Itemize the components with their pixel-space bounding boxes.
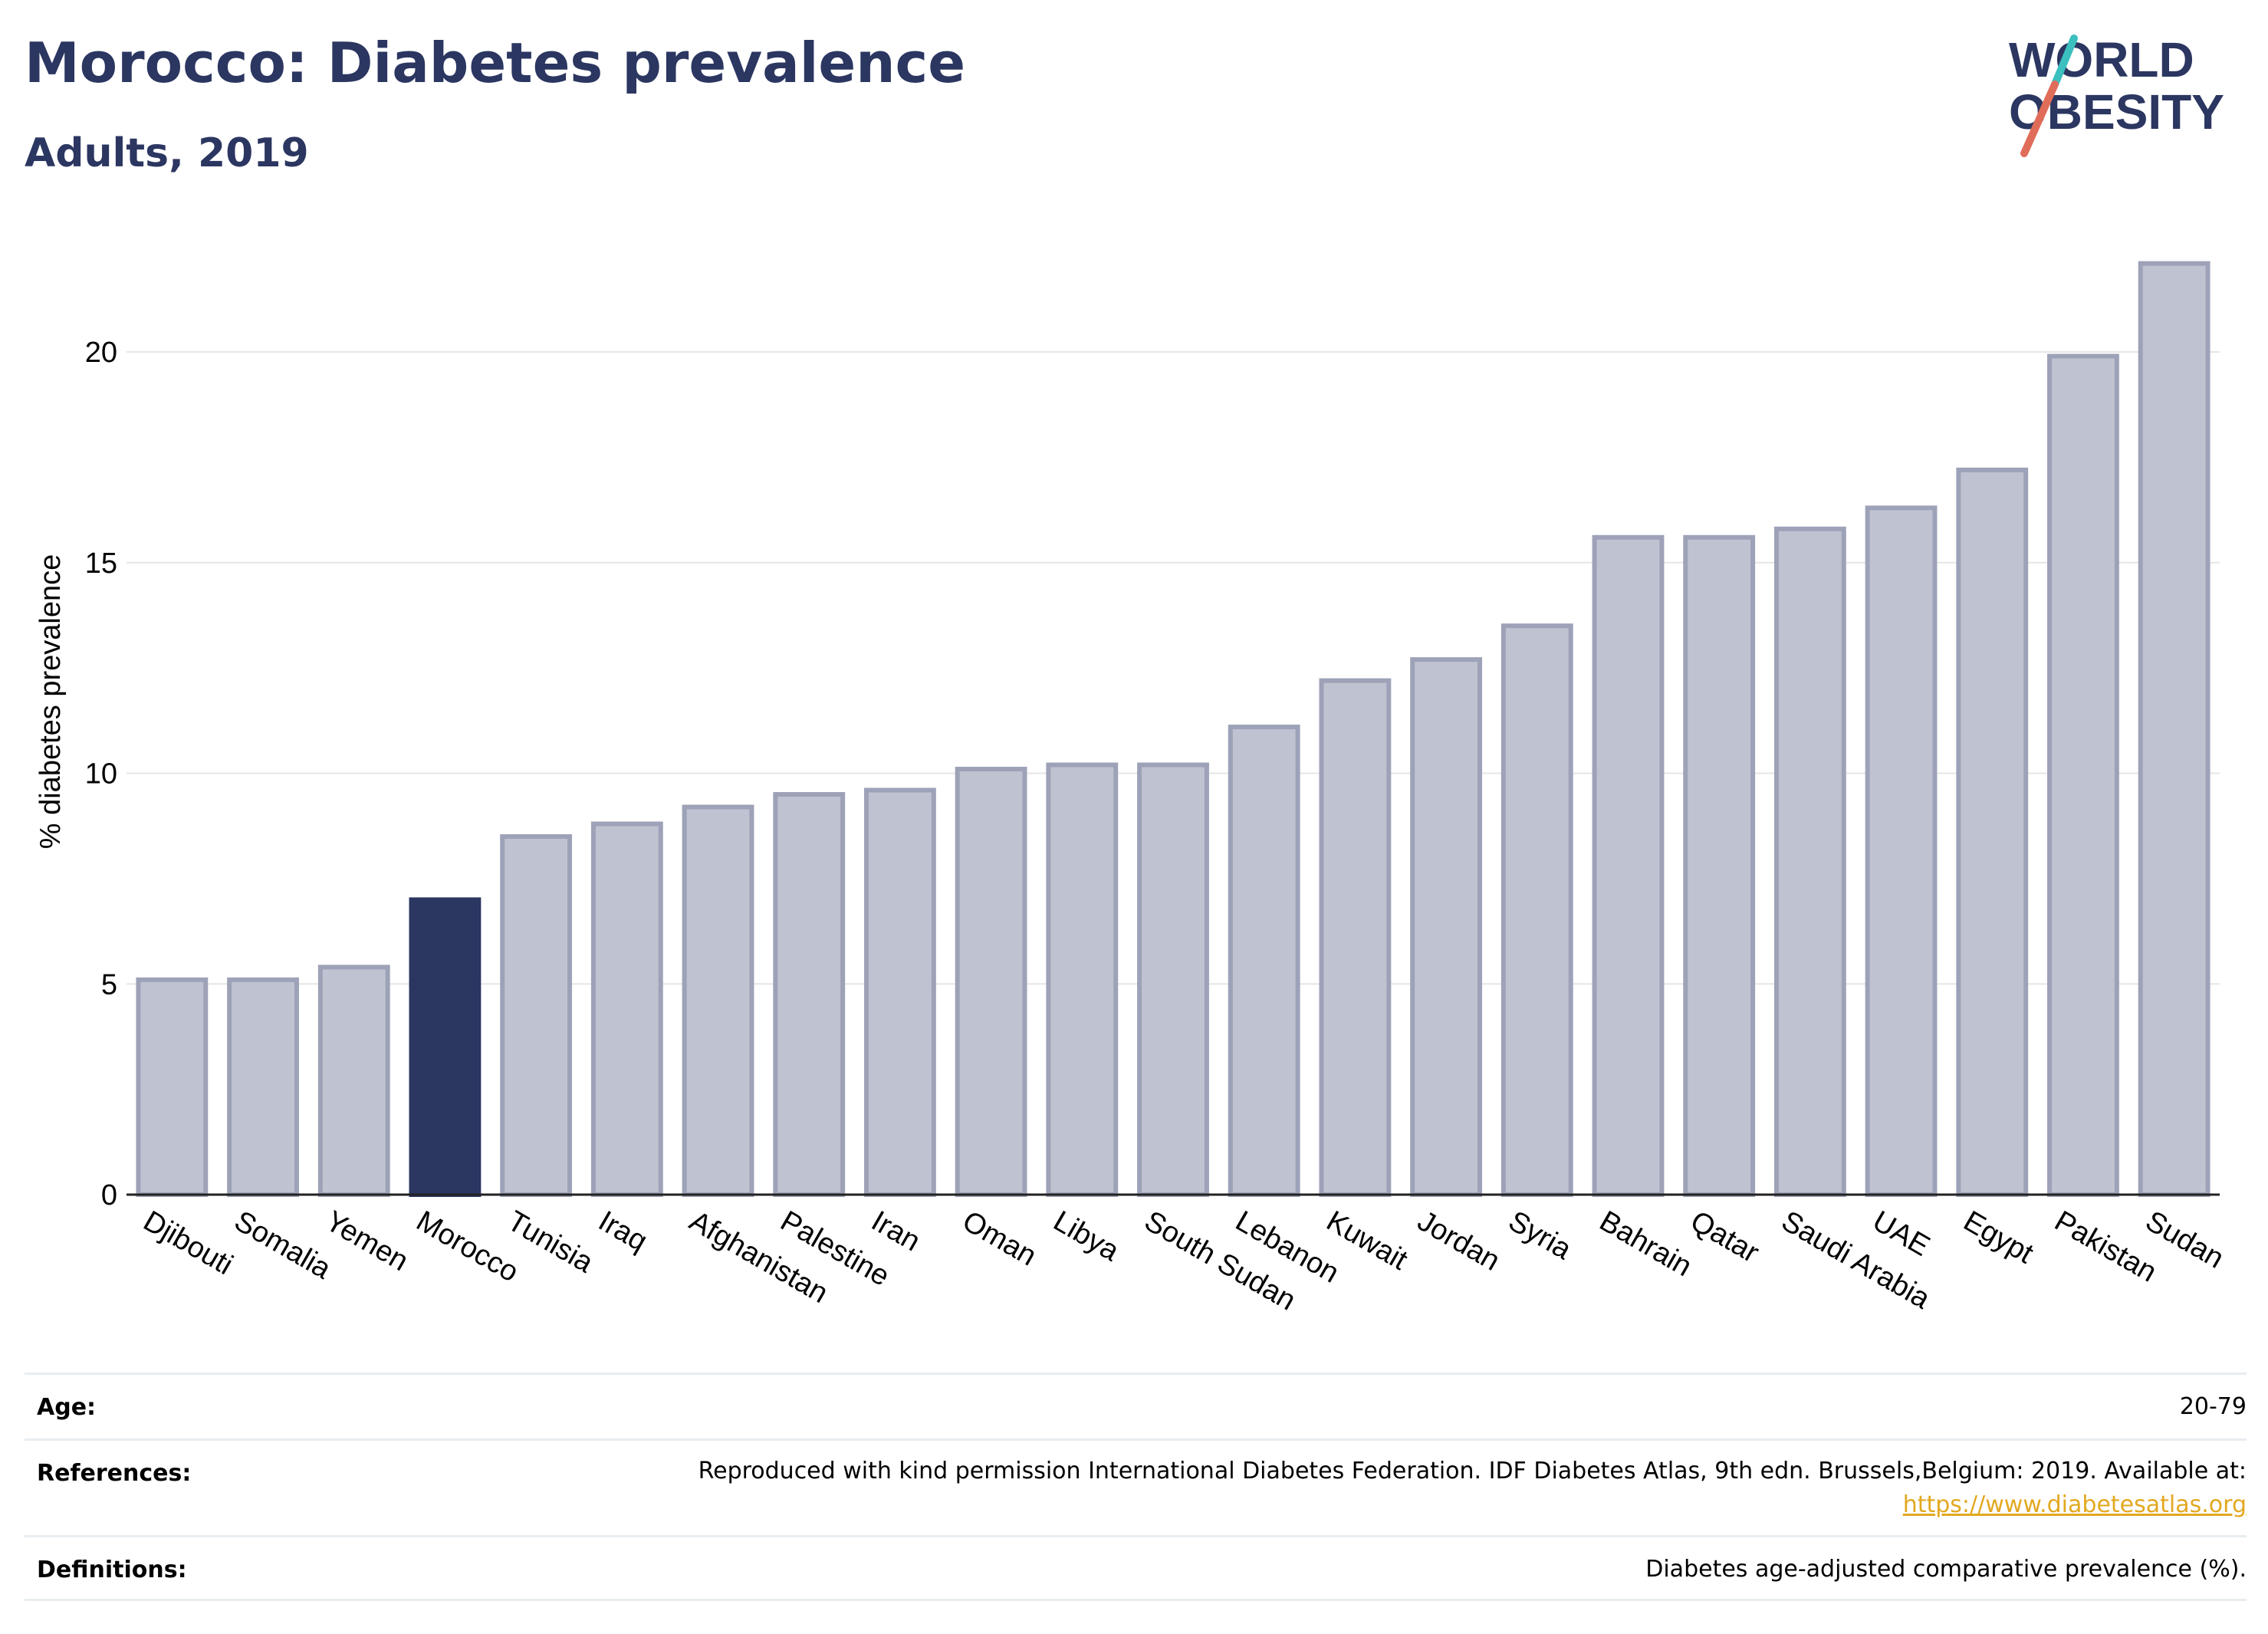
bar-tunisia xyxy=(500,833,573,1198)
logo-slash-red xyxy=(2020,81,2059,157)
bar-egypt xyxy=(1956,467,2029,1197)
x-tick-label: Bahrain xyxy=(1594,1205,1697,1283)
references-link[interactable]: https://www.diabetesatlas.org xyxy=(1902,1491,2247,1518)
bar-afghanistan xyxy=(682,804,754,1197)
x-tick-label: Syria xyxy=(1503,1205,1577,1266)
bar-libya xyxy=(1046,762,1119,1197)
bar-south-sudan xyxy=(1137,762,1209,1197)
bar-somalia xyxy=(227,977,299,1197)
bars xyxy=(136,261,2210,1198)
bar-saudi-arabia xyxy=(1773,526,1846,1197)
x-tick-label: Oman xyxy=(957,1205,1042,1272)
x-tick-label: Morocco xyxy=(411,1205,524,1288)
x-tick-label: Egypt xyxy=(1958,1205,2040,1270)
bar-iran xyxy=(863,787,936,1197)
meta-row-definitions: Definitions: Diabetes age-adjusted compa… xyxy=(25,1535,2247,1601)
diabetes-bar-chart: 05101520DjiboutiSomaliaYemenMoroccoTunis… xyxy=(35,261,2229,1317)
bar-lebanon xyxy=(1228,725,1300,1197)
x-tick-label: Djibouti xyxy=(138,1205,238,1281)
x-tick-label: Pakistan xyxy=(2049,1205,2161,1288)
x-tick-label: Iraq xyxy=(593,1205,652,1258)
meta-row-age: Age: 20-79 xyxy=(25,1373,2247,1438)
y-tick-label: 20 xyxy=(85,337,117,369)
bar-bahrain xyxy=(1592,534,1665,1197)
bar-yemen xyxy=(317,965,390,1198)
meta-row-references: References: Reproduced with kind permiss… xyxy=(25,1438,2247,1535)
y-tick-label: 5 xyxy=(101,968,117,1001)
metadata-table: Age: 20-79 References: Reproduced with k… xyxy=(25,1373,2247,1601)
bar-qatar xyxy=(1683,534,1756,1197)
references-text: Reproduced with kind permission Internat… xyxy=(698,1458,2247,1484)
logo-slash-teal xyxy=(2051,35,2078,88)
logo-line1: WORLD xyxy=(2009,32,2194,87)
x-tick-label: Somalia xyxy=(229,1205,337,1285)
bar-iraq xyxy=(590,821,663,1197)
definitions-label: Definitions: xyxy=(37,1557,187,1583)
x-tick-label: Iran xyxy=(866,1205,925,1258)
page-subtitle: Adults, 2019 xyxy=(25,130,309,176)
references-value: Reproduced with kind permission Internat… xyxy=(698,1455,2247,1522)
y-tick-label: 0 xyxy=(101,1179,117,1212)
bar-palestine xyxy=(773,791,846,1197)
x-tick-label: Libya xyxy=(1048,1205,1125,1267)
bar-oman xyxy=(955,767,1027,1197)
y-axis-label: % diabetes prevalence xyxy=(35,554,67,849)
definitions-value: Diabetes age-adjusted comparative preval… xyxy=(1645,1556,2247,1583)
x-tick-label: Yemen xyxy=(320,1205,413,1277)
bar-syria xyxy=(1500,623,1573,1197)
bar-uae xyxy=(1865,505,1938,1197)
x-tick-label: Jordan xyxy=(1412,1205,1506,1277)
bar-morocco xyxy=(409,897,482,1197)
bar-jordan xyxy=(1410,657,1483,1197)
bar-sudan xyxy=(2138,261,2210,1198)
references-label: References: xyxy=(37,1460,192,1487)
page-title: Morocco: Diabetes prevalence xyxy=(25,31,966,95)
y-tick-label: 15 xyxy=(85,547,117,580)
bar-djibouti xyxy=(136,977,209,1197)
world-obesity-logo: WORLD OBESITY xyxy=(2009,32,2224,157)
bar-kuwait xyxy=(1319,678,1392,1197)
bar-pakistan xyxy=(2047,353,2119,1197)
age-label: Age: xyxy=(37,1394,97,1421)
x-tick-label: Qatar xyxy=(1685,1205,1765,1269)
y-tick-label: 10 xyxy=(85,758,117,791)
age-value: 20-79 xyxy=(2179,1393,2247,1420)
